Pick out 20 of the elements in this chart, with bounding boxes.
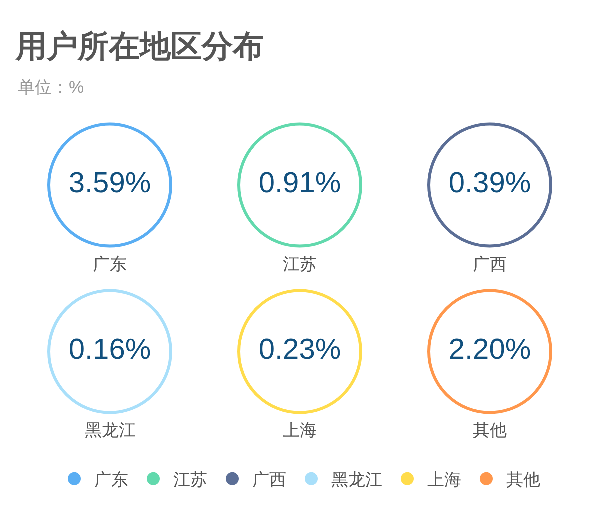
legend-label: 其他 — [506, 470, 540, 490]
text: 上海 — [283, 421, 317, 440]
text: 广西 — [473, 255, 507, 274]
text: 单位：% — [18, 78, 84, 97]
text: 其他 — [473, 421, 507, 440]
legend-label: 上海 — [428, 470, 462, 490]
data-label: 2.20% — [448, 334, 532, 366]
data-label: 0.23% — [258, 334, 342, 366]
text: 用户所在地区分布 — [15, 28, 264, 64]
legend-label: 黑龙江 — [332, 470, 382, 490]
text: 广东 — [93, 255, 127, 274]
legend-label: 广西 — [252, 470, 286, 490]
text: 江苏 — [283, 255, 317, 274]
data-label: 0.91% — [258, 168, 342, 200]
data-label: 0.39% — [448, 168, 532, 200]
data-label: 3.59% — [68, 168, 152, 200]
legend-label: 江苏 — [174, 470, 208, 490]
data-label: 0.16% — [68, 334, 152, 366]
legend-label: 广东 — [94, 470, 128, 490]
text: 黑龙江 — [85, 421, 136, 440]
